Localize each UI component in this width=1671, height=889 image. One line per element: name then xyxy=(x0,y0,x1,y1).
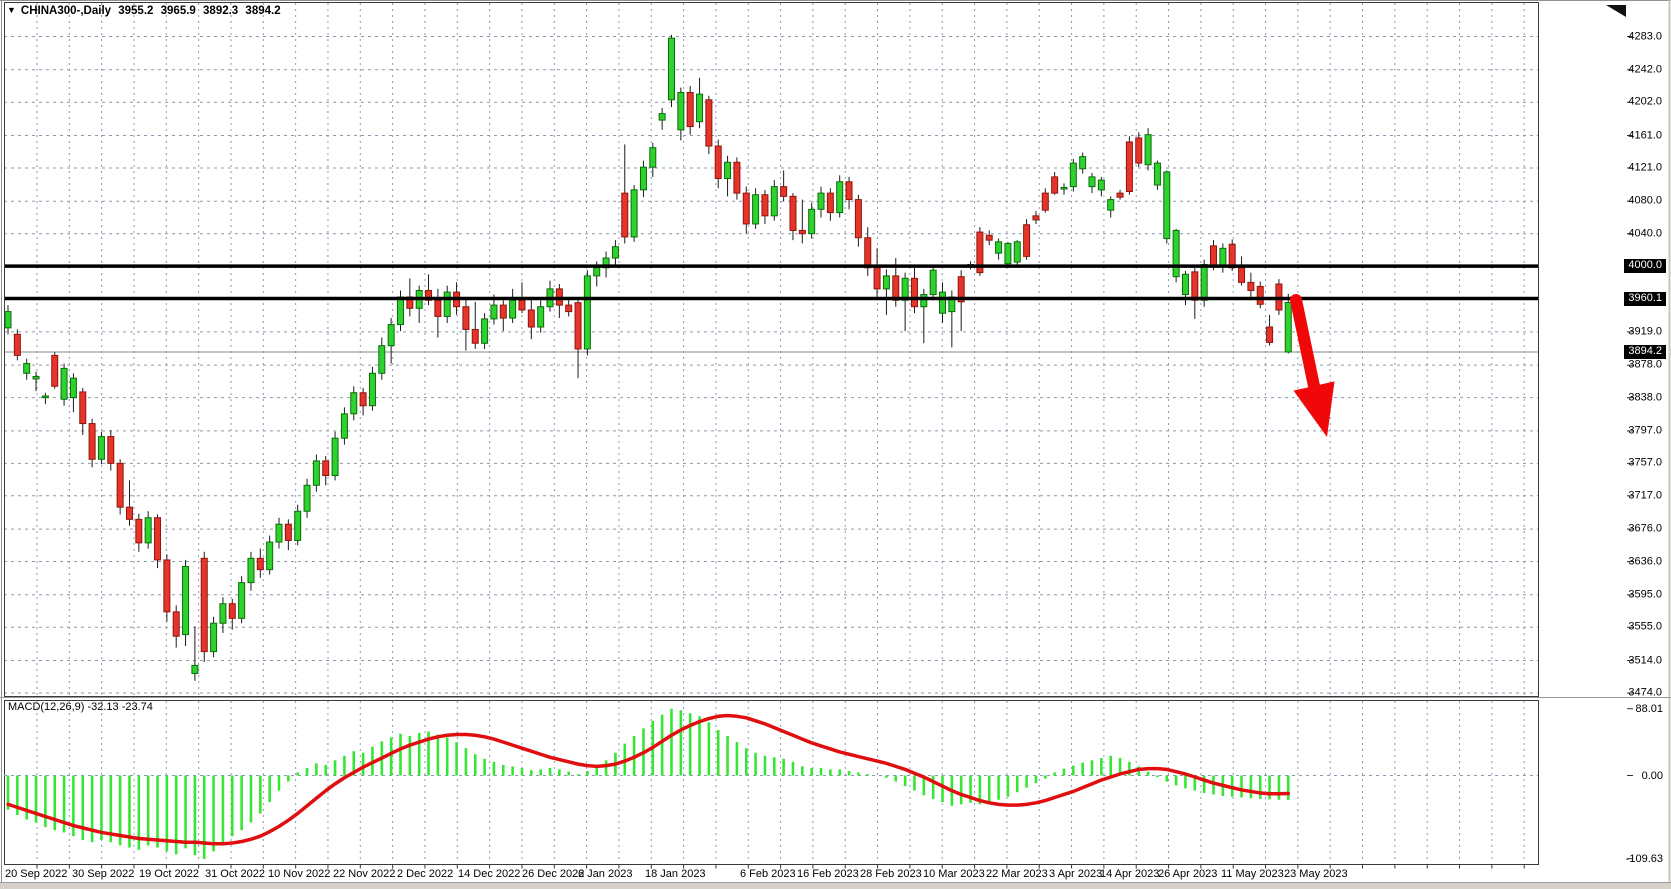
ohlc-high: 3965.9 xyxy=(160,5,196,17)
price-label: 3595.0 xyxy=(1628,588,1662,601)
date-label: 10 Mar 2023 xyxy=(923,868,985,880)
date-label: 18 Jan 2023 xyxy=(645,868,706,880)
date-label: 2 Dec 2022 xyxy=(397,868,454,880)
price-label: 3757.0 xyxy=(1628,456,1662,469)
date-label: 22 Mar 2023 xyxy=(986,868,1048,880)
price-label: 4202.0 xyxy=(1628,95,1662,108)
ohlc-open: 3955.2 xyxy=(118,5,154,17)
price-label: 4283.0 xyxy=(1628,30,1662,42)
price-label: 4040.0 xyxy=(1628,227,1662,240)
price-label: 3717.0 xyxy=(1628,489,1662,502)
price-tag: 4000.0 xyxy=(1624,259,1666,274)
price-label: 3838.0 xyxy=(1628,391,1662,404)
price-label: 3797.0 xyxy=(1628,424,1662,437)
price-label: 4242.0 xyxy=(1628,63,1662,76)
date-label: 26 Apr 2023 xyxy=(1158,868,1218,880)
date-label: 19 Oct 2022 xyxy=(139,868,199,880)
date-label: 3 Apr 2023 xyxy=(1049,868,1103,880)
chart-title: ▼ CHINA300-,Daily 3955.2 3965.9 3892.3 38… xyxy=(7,5,285,17)
date-label: 28 Feb 2023 xyxy=(860,868,922,880)
date-label: 23 May 2023 xyxy=(1284,868,1348,880)
price-label: 3676.0 xyxy=(1628,522,1662,535)
price-label: 3474.0 xyxy=(1628,686,1662,699)
symbol-period-label: CHINA300-,Daily xyxy=(20,5,112,17)
window-bottom-edge xyxy=(0,882,1671,889)
price-label: 3555.0 xyxy=(1628,620,1662,633)
ohlc-close: 3894.2 xyxy=(245,5,281,17)
price-label: 3514.0 xyxy=(1628,654,1662,667)
date-label: 14 Apr 2023 xyxy=(1100,868,1160,880)
date-label: 22 Nov 2022 xyxy=(333,868,396,880)
macd-indicator-label: MACD(12,26,9) -32.13 -23.74 xyxy=(8,701,153,713)
price-tag: 3894.2 xyxy=(1624,345,1666,359)
collapse-arrow-icon[interactable]: ▼ xyxy=(7,5,16,15)
date-label: 31 Oct 2022 xyxy=(205,868,265,880)
date-label: 26 Dec 2022 xyxy=(522,868,585,880)
price-label: 4121.0 xyxy=(1628,161,1662,174)
price-label: 3636.0 xyxy=(1628,555,1662,568)
macd-axis-label: 88.01 xyxy=(1635,702,1663,715)
price-label: 4080.0 xyxy=(1628,194,1662,207)
date-label: 14 Dec 2022 xyxy=(458,868,521,880)
chart-shift-marker-icon[interactable] xyxy=(1606,5,1626,17)
price-label: 3919.0 xyxy=(1628,325,1662,338)
date-label: 20 Sep 2022 xyxy=(5,868,68,880)
ohlc-low: 3892.3 xyxy=(203,5,239,17)
macd-axis-label: -109.63 xyxy=(1625,852,1663,865)
macd-axis-label: 0.00 xyxy=(1641,769,1663,782)
date-label: 16 Feb 2023 xyxy=(797,868,859,880)
date-label: 6 Jan 2023 xyxy=(578,868,633,880)
price-label: 4161.0 xyxy=(1628,129,1662,141)
date-label: 6 Feb 2023 xyxy=(740,868,796,880)
price-label: 3878.0 xyxy=(1628,358,1662,371)
date-label: 10 Nov 2022 xyxy=(268,868,331,880)
date-label: 30 Sep 2022 xyxy=(72,868,135,880)
price-tag: 3960.1 xyxy=(1624,291,1666,306)
date-label: 11 May 2023 xyxy=(1221,868,1284,880)
